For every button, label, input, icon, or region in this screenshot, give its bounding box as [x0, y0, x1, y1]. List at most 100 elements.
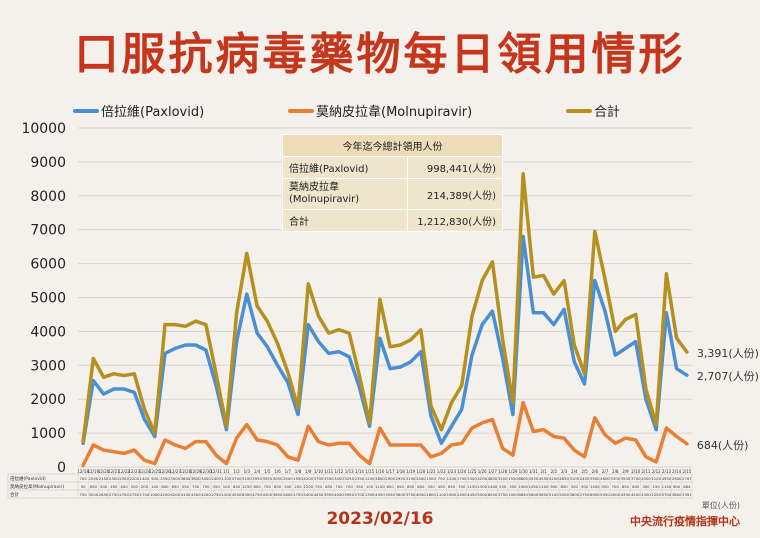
- x-tick-label: 12/22: [118, 469, 130, 474]
- table-cell: 3500: [621, 476, 631, 481]
- x-tick-label: 12/31: [210, 469, 222, 474]
- table-cell: 3350: [324, 476, 334, 481]
- x-tick-label: 2/7: [602, 469, 609, 474]
- end-value-label: 3,391(人份): [697, 347, 759, 360]
- table-cell: 2000: [641, 476, 651, 481]
- y-axis: 0 1000 2000 3000 4000 5000 6000 7000 8000 9000 100…: [21, 121, 66, 476]
- x-tick-label: 2/8: [612, 469, 619, 474]
- table-cell: 1700: [457, 476, 467, 481]
- table-cell: 1800: [426, 492, 436, 497]
- table-cell: 3391: [682, 492, 692, 497]
- table-cell: 550: [182, 484, 190, 489]
- table-cell: 6050: [488, 492, 498, 497]
- table-cell: 3200: [498, 476, 508, 481]
- table-cell: 850: [560, 484, 568, 489]
- table-row-label: 倍拉維(Paxlovid): [10, 475, 46, 482]
- table-cell: 2800: [283, 492, 293, 497]
- table-cell: 700: [79, 476, 87, 481]
- y-tick-label: 3000: [30, 358, 66, 374]
- table-cell: 5600: [529, 492, 539, 497]
- table-cell: 3550: [262, 476, 272, 481]
- x-tick-label: 1/20: [416, 469, 425, 474]
- y-tick-label: 4000: [30, 324, 66, 340]
- legend-label: 莫納皮拉韋(Molnupiravir): [316, 105, 472, 120]
- table-cell: 500: [571, 484, 579, 489]
- x-tick-label: 1/21: [427, 469, 436, 474]
- x-tick-label: 1/6: [274, 469, 281, 474]
- table-cell: 300: [642, 484, 650, 489]
- x-tick-label: 1/19: [406, 469, 415, 474]
- source-label: 中央流行疫情指揮中心: [630, 515, 740, 528]
- chart-series: [81, 172, 689, 468]
- table-cell: 2900: [385, 476, 395, 481]
- x-tick-label: 1/2: [233, 469, 240, 474]
- table-cell: 3300: [467, 476, 477, 481]
- table-cell: 4200: [549, 476, 559, 481]
- x-tick-label: 1/18: [396, 469, 405, 474]
- table-cell: 2400: [211, 476, 221, 481]
- table-cell: 1900: [447, 492, 457, 497]
- table-cell: 850: [622, 484, 630, 489]
- y-tick-label: 1000: [30, 426, 66, 442]
- summary-label: 合計: [282, 209, 408, 232]
- table-cell: 3100: [569, 476, 579, 481]
- table-cell: 2550: [89, 476, 99, 481]
- summary-table: 今年迄今總計領用人份 倍拉維(Paxlovid) 998,441(人份) 莫納皮…: [282, 134, 503, 232]
- y-tick-label: 9000: [30, 155, 66, 171]
- table-cell: 4450: [467, 492, 477, 497]
- table-cell: 4600: [488, 476, 498, 481]
- y-tick-label: 6000: [30, 257, 66, 273]
- table-cell: 3300: [610, 476, 620, 481]
- table-cell: 750: [202, 484, 210, 489]
- table-cell: 3600: [396, 492, 406, 497]
- x-tick-label: 1/4: [254, 469, 261, 474]
- table-cell: 5400: [303, 492, 313, 497]
- table-cell: 1200: [303, 484, 313, 489]
- table-cell: 200: [141, 484, 149, 489]
- table-cell: 3400: [334, 476, 344, 481]
- table-cell: 3600: [191, 476, 201, 481]
- x-tick-label: 2/9: [622, 469, 629, 474]
- x-tick-label: 1/5: [264, 469, 271, 474]
- table-cell: 350: [356, 484, 364, 489]
- table-cell: 1100: [436, 492, 446, 497]
- table-cell: 300: [284, 484, 292, 489]
- table-cell: 1700: [140, 492, 150, 497]
- table-cell: 650: [386, 484, 394, 489]
- table-cell: 3100: [406, 476, 416, 481]
- table-cell: 1400: [140, 476, 150, 481]
- table-cell: 3950: [252, 476, 262, 481]
- table-cell: 100: [223, 484, 231, 489]
- table-cell: 1150: [662, 484, 672, 489]
- y-tick-label: 8000: [30, 189, 66, 205]
- x-tick-label: 2/2: [551, 469, 558, 474]
- table-cell: 3500: [170, 476, 180, 481]
- table-cell: 100: [366, 484, 374, 489]
- x-tick-label: 2/11: [641, 469, 650, 474]
- table-cell: 1900: [508, 492, 518, 497]
- x-tick-label: 1/22: [437, 469, 446, 474]
- x-tick-label: 12/26: [159, 469, 171, 474]
- x-tick-label: 1/24: [457, 469, 466, 474]
- table-cell: 3700: [314, 476, 324, 481]
- summary-row: 莫納皮拉韋 (Molnupiravir) 214,389(人份): [282, 178, 503, 210]
- table-cell: 1750: [293, 492, 303, 497]
- legend-label: 合計: [594, 104, 620, 120]
- table-cell: 750: [79, 492, 87, 497]
- table-cell: 650: [417, 484, 425, 489]
- table-cell: 1100: [651, 476, 661, 481]
- end-value-label: 2,707(人份): [697, 370, 759, 383]
- table-cell: 1550: [508, 476, 518, 481]
- table-cell: 5650: [539, 492, 549, 497]
- table-cell: 500: [131, 484, 139, 489]
- table-cell: 4300: [191, 492, 201, 497]
- end-value-labels: 3,391(人份) 2,707(人份) 684(人份): [697, 347, 759, 452]
- x-tick-label: 12/20: [98, 469, 110, 474]
- x-tick-label: 1/14: [355, 469, 364, 474]
- table-cell: 4750: [252, 492, 262, 497]
- x-tick-label: 12/21: [108, 469, 120, 474]
- table-cell: 5500: [559, 492, 569, 497]
- table-cell: 850: [233, 484, 241, 489]
- table-cell: 550: [499, 484, 507, 489]
- x-tick-label: 1/23: [447, 469, 456, 474]
